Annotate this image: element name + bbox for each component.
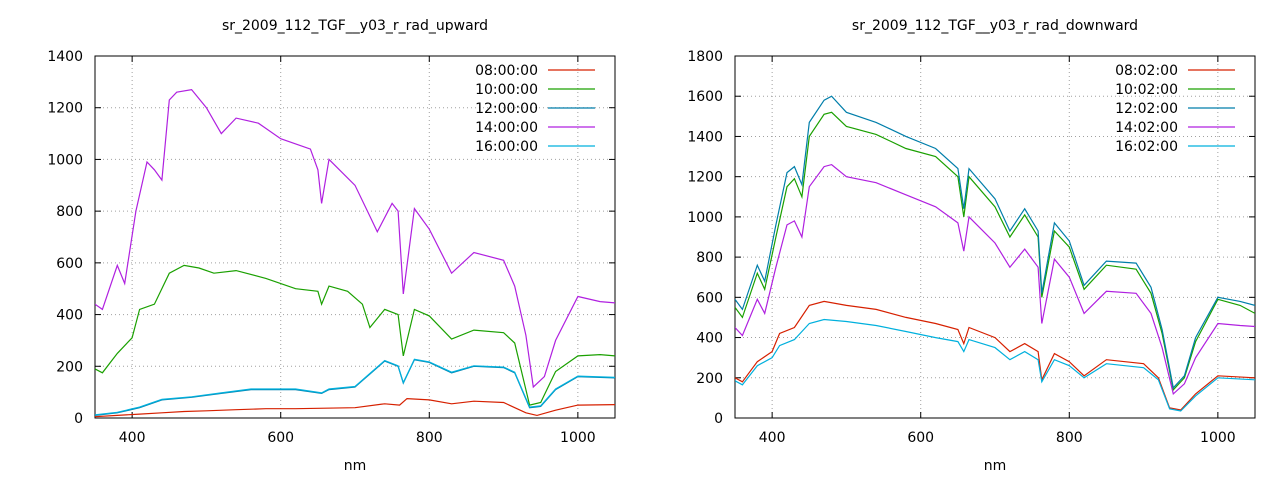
series-line-12-00-00 [95, 359, 615, 416]
legend-label: 14:00:00 [475, 120, 538, 136]
series-line-16-02-00 [735, 318, 1255, 412]
y-tick-label: 200 [696, 371, 723, 387]
series-line-10-02-00 [735, 111, 1255, 392]
plot-frame [94, 55, 616, 419]
y-tick-label: 1800 [687, 49, 723, 65]
chart-title: sr_2009_112_TGF__y03_r_rad_downward [852, 18, 1138, 34]
chart-title: sr_2009_112_TGF__y03_r_rad_upward [222, 18, 488, 34]
x-axis-label: nm [984, 458, 1007, 474]
y-tick-label: 1600 [687, 89, 723, 105]
legend-label: 12:00:00 [475, 101, 538, 117]
x-tick-label: 800 [1056, 430, 1083, 446]
y-tick-label: 600 [56, 256, 83, 272]
series-line-12-02-00 [735, 95, 1255, 390]
chart-1: 400 600 800 1000 0 200 400 600 800 1000 1200 1400 sr… [47, 18, 616, 474]
y-tick-label: 1000 [687, 210, 723, 226]
chart-2: 400 600 800 1000 0 200 400 600 800 1000 1200 1400 16… [687, 18, 1256, 474]
series-line-14-02-00 [735, 163, 1255, 396]
series-line-10-00-00 [95, 264, 615, 406]
y-tick-label: 1400 [687, 129, 723, 145]
x-tick-label: 600 [907, 430, 934, 446]
y-tick-label: 800 [56, 204, 83, 220]
y-tick-label: 400 [696, 331, 723, 347]
y-tick-label: 400 [56, 308, 83, 324]
y-tick-label: 0 [74, 411, 83, 427]
series-line-08-00-00 [95, 397, 615, 418]
legend-label: 16:02:00 [1115, 139, 1178, 155]
plot-frame [734, 55, 1256, 419]
y-tick-label: 200 [56, 359, 83, 375]
legend-label: 10:00:00 [475, 82, 538, 98]
x-tick-label: 800 [416, 430, 443, 446]
series-line-16-00-00 [95, 358, 615, 416]
legend-label: 16:00:00 [475, 139, 538, 155]
y-tick-label: 1400 [47, 49, 83, 65]
x-tick-label: 400 [119, 430, 146, 446]
legend-label: 14:02:00 [1115, 120, 1178, 136]
legend-label: 12:02:00 [1115, 101, 1178, 117]
y-tick-label: 1000 [47, 152, 83, 168]
y-tick-label: 800 [696, 250, 723, 266]
legend-label: 08:02:00 [1115, 63, 1178, 79]
y-tick-label: 0 [714, 411, 723, 427]
series-line-14-00-00 [95, 88, 615, 389]
x-tick-label: 400 [759, 430, 786, 446]
legend-label: 08:00:00 [475, 63, 538, 79]
y-tick-label: 600 [696, 290, 723, 306]
y-tick-label: 1200 [47, 101, 83, 117]
x-tick-label: 600 [267, 430, 294, 446]
x-tick-label: 1000 [1200, 430, 1236, 446]
legend-label: 10:02:00 [1115, 82, 1178, 98]
y-tick-label: 1200 [687, 170, 723, 186]
x-tick-label: 1000 [560, 430, 596, 446]
x-axis-label: nm [344, 458, 367, 474]
series-line-08-02-00 [735, 300, 1255, 411]
